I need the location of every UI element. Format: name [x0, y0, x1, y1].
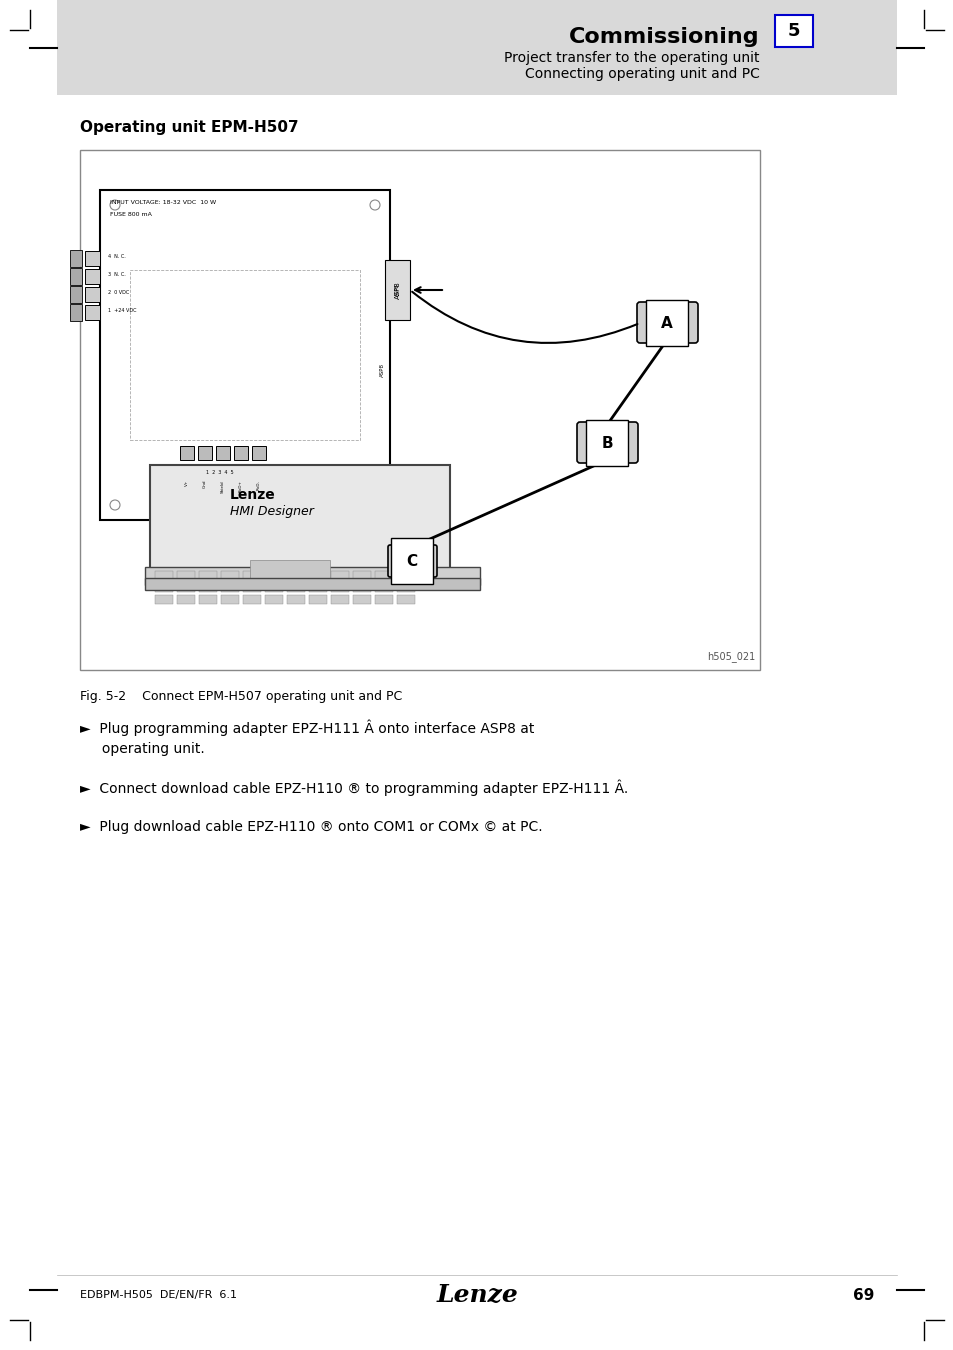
Bar	[221, 571, 239, 580]
FancyBboxPatch shape	[388, 545, 436, 576]
Text: 69: 69	[852, 1288, 873, 1303]
Bar	[70, 304, 82, 321]
Text: Commissioning: Commissioning	[569, 27, 760, 47]
FancyBboxPatch shape	[57, 0, 896, 95]
Text: EDBPM-H505  DE/EN/FR  6.1: EDBPM-H505 DE/EN/FR 6.1	[80, 1291, 236, 1300]
Bar	[221, 583, 239, 593]
Bar	[396, 583, 415, 593]
Bar	[154, 571, 172, 580]
Text: INPUT VOLTAGE: 18-32 VDC  10 W: INPUT VOLTAGE: 18-32 VDC 10 W	[110, 200, 216, 205]
Bar	[70, 286, 82, 302]
Text: Project transfer to the operating unit: Project transfer to the operating unit	[504, 51, 760, 65]
Bar	[145, 578, 479, 590]
Bar	[309, 595, 327, 603]
Circle shape	[110, 500, 120, 510]
Text: Lenze: Lenze	[230, 487, 275, 502]
Bar	[252, 446, 266, 460]
Bar	[265, 571, 283, 580]
Bar	[243, 595, 261, 603]
Text: 5: 5	[787, 22, 800, 40]
FancyBboxPatch shape	[774, 15, 812, 47]
Text: FUSE 800 mA: FUSE 800 mA	[110, 212, 152, 217]
Bar	[243, 571, 261, 580]
Text: ►  Plug programming adapter EPZ-H111 Â onto interface ASP8 at
     operating uni: ► Plug programming adapter EPZ-H111 Â on…	[80, 720, 534, 756]
Text: ►  Connect download cable EPZ-H110 ® to programming adapter EPZ-H111 Â.: ► Connect download cable EPZ-H110 ® to p…	[80, 780, 628, 796]
Bar	[375, 583, 393, 593]
Text: Connecting operating unit and PC: Connecting operating unit and PC	[524, 68, 760, 81]
Bar	[287, 595, 305, 603]
Bar	[353, 583, 371, 593]
FancyBboxPatch shape	[637, 302, 698, 343]
Bar	[198, 446, 212, 460]
Circle shape	[370, 200, 379, 211]
Bar	[70, 250, 82, 267]
Bar	[154, 583, 172, 593]
Bar	[353, 595, 371, 603]
Bar	[199, 583, 216, 593]
Bar	[331, 583, 349, 593]
Bar	[130, 270, 359, 440]
Bar	[375, 571, 393, 580]
Bar	[85, 305, 100, 320]
Bar	[287, 571, 305, 580]
Text: Gnd: Gnd	[203, 481, 207, 489]
Text: ASP8: ASP8	[395, 284, 399, 296]
Bar	[85, 251, 100, 266]
Bar	[215, 446, 230, 460]
Bar	[265, 583, 283, 593]
Bar	[265, 595, 283, 603]
Text: 1  2  3  4  5: 1 2 3 4 5	[206, 470, 233, 475]
Text: V+: V+	[185, 481, 189, 486]
Text: ASP8: ASP8	[395, 281, 400, 298]
Text: 1  +24 VDC: 1 +24 VDC	[108, 309, 136, 313]
Text: Shield: Shield	[221, 481, 225, 493]
Bar	[250, 560, 330, 580]
Text: 2  0 VDC: 2 0 VDC	[108, 290, 129, 296]
Bar	[287, 583, 305, 593]
Bar	[177, 595, 194, 603]
Text: h505_021: h505_021	[706, 651, 754, 661]
Text: RxD+: RxD+	[239, 481, 243, 491]
Text: B: B	[600, 436, 612, 451]
Bar	[396, 595, 415, 603]
Text: HMI Designer: HMI Designer	[230, 505, 314, 518]
Bar	[154, 595, 172, 603]
Bar	[70, 269, 82, 285]
Text: 3  N. C.: 3 N. C.	[108, 273, 126, 278]
Bar	[85, 269, 100, 284]
Bar	[331, 595, 349, 603]
Bar	[85, 288, 100, 302]
Bar	[199, 595, 216, 603]
Bar	[396, 571, 415, 580]
Bar	[385, 261, 410, 320]
Bar	[375, 595, 393, 603]
Text: A: A	[660, 316, 672, 331]
Bar	[353, 571, 371, 580]
FancyBboxPatch shape	[80, 150, 760, 670]
Bar	[100, 190, 390, 520]
Circle shape	[110, 200, 120, 211]
Bar	[199, 571, 216, 580]
Bar	[177, 571, 194, 580]
Bar	[331, 571, 349, 580]
FancyBboxPatch shape	[577, 423, 638, 463]
Text: ►  Plug download cable EPZ-H110 ® onto COM1 or COMx © at PC.: ► Plug download cable EPZ-H110 ® onto CO…	[80, 819, 542, 834]
Bar	[180, 446, 193, 460]
Text: Fig. 5-2    Connect EPM-H507 operating unit and PC: Fig. 5-2 Connect EPM-H507 operating unit…	[80, 690, 402, 703]
Bar	[309, 583, 327, 593]
Bar	[233, 446, 248, 460]
Bar	[145, 567, 479, 585]
Circle shape	[370, 500, 379, 510]
Text: Operating unit EPM-H507: Operating unit EPM-H507	[80, 120, 298, 135]
Text: Lenze: Lenze	[436, 1282, 517, 1307]
Bar	[309, 571, 327, 580]
Bar	[243, 583, 261, 593]
Text: RxD-: RxD-	[256, 481, 261, 490]
Bar	[150, 464, 450, 575]
Bar	[221, 595, 239, 603]
Text: C: C	[406, 554, 417, 568]
Text: ASP8: ASP8	[379, 363, 384, 377]
Bar	[177, 583, 194, 593]
Text: 4  N. C.: 4 N. C.	[108, 255, 126, 259]
